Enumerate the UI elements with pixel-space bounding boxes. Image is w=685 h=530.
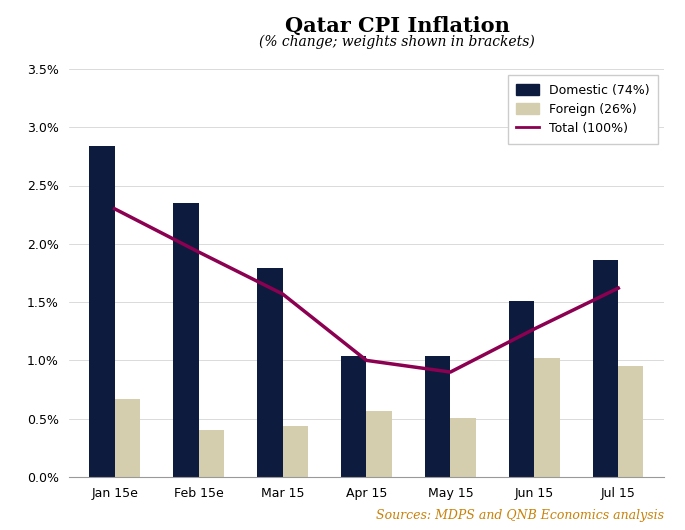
- Bar: [593, 260, 619, 477]
- Bar: [425, 356, 451, 477]
- Bar: [282, 426, 308, 477]
- Bar: [619, 366, 643, 477]
- Bar: [114, 399, 140, 477]
- Text: Qatar CPI Inflation: Qatar CPI Inflation: [285, 16, 510, 36]
- Bar: [199, 430, 224, 477]
- Bar: [451, 418, 475, 477]
- Bar: [366, 411, 392, 477]
- Bar: [341, 356, 366, 477]
- Bar: [90, 146, 114, 477]
- Text: (% change; weights shown in brackets): (% change; weights shown in brackets): [260, 34, 535, 49]
- Text: Sources: MDPS and QNB Economics analysis: Sources: MDPS and QNB Economics analysis: [377, 509, 664, 522]
- Bar: [173, 203, 199, 477]
- Bar: [258, 268, 282, 477]
- Bar: [509, 301, 534, 477]
- Bar: [534, 358, 560, 477]
- Legend: Domestic (74%), Foreign (26%), Total (100%): Domestic (74%), Foreign (26%), Total (10…: [508, 75, 658, 144]
